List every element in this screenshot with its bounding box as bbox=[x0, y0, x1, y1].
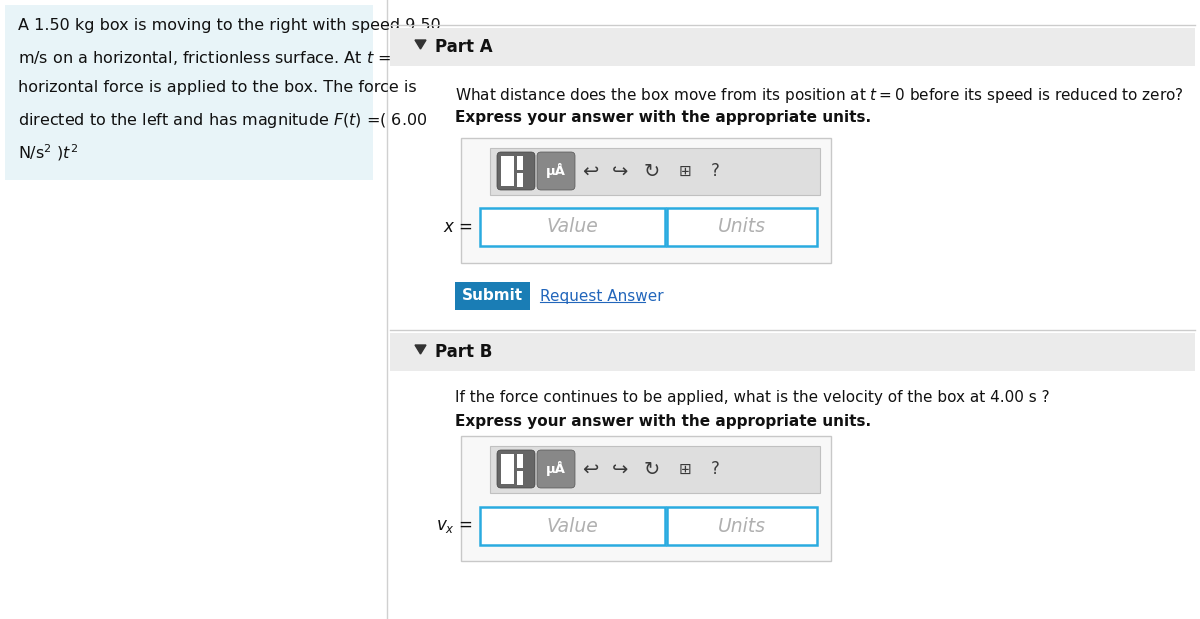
Text: Submit: Submit bbox=[462, 288, 522, 303]
Bar bbox=[390, 333, 1195, 371]
Text: ⊞: ⊞ bbox=[679, 462, 691, 477]
Text: N/s$^2$ )$t^2$: N/s$^2$ )$t^2$ bbox=[18, 142, 78, 163]
Bar bbox=[517, 454, 523, 468]
Bar bbox=[461, 436, 830, 561]
Bar bbox=[517, 173, 523, 187]
Text: If the force continues to be applied, what is the velocity of the box at 4.00 s : If the force continues to be applied, wh… bbox=[455, 390, 1050, 405]
Text: m/s on a horizontal, frictionless surface. At $t$ = 0 a: m/s on a horizontal, frictionless surfac… bbox=[18, 49, 421, 67]
Bar bbox=[517, 156, 523, 170]
Text: directed to the left and has magnitude $F$($t$) =( 6.00: directed to the left and has magnitude $… bbox=[18, 111, 427, 130]
Text: Request Answer: Request Answer bbox=[540, 288, 664, 303]
Bar bbox=[490, 446, 820, 493]
Text: ↩: ↩ bbox=[582, 162, 598, 181]
Text: Express your answer with the appropriate units.: Express your answer with the appropriate… bbox=[455, 414, 871, 429]
Text: horizontal force is applied to the box. The force is: horizontal force is applied to the box. … bbox=[18, 80, 416, 95]
Bar bbox=[667, 507, 817, 545]
Polygon shape bbox=[415, 40, 426, 49]
Polygon shape bbox=[415, 345, 426, 354]
Text: Part A: Part A bbox=[436, 38, 493, 56]
Text: Part B: Part B bbox=[436, 343, 492, 361]
Bar bbox=[455, 282, 530, 310]
Text: Express your answer with the appropriate units.: Express your answer with the appropriate… bbox=[455, 110, 871, 125]
Text: ↪: ↪ bbox=[612, 162, 628, 181]
FancyBboxPatch shape bbox=[538, 152, 575, 190]
Bar bbox=[390, 28, 1195, 66]
Text: $v_x$ =: $v_x$ = bbox=[437, 517, 473, 535]
Bar bbox=[502, 156, 514, 186]
Text: Value: Value bbox=[546, 217, 598, 236]
Text: ↻: ↻ bbox=[644, 459, 660, 478]
Bar bbox=[502, 454, 514, 484]
FancyBboxPatch shape bbox=[497, 152, 535, 190]
Bar bbox=[490, 148, 820, 195]
Bar bbox=[461, 138, 830, 263]
Text: A 1.50 kg box is moving to the right with speed 9.50: A 1.50 kg box is moving to the right wit… bbox=[18, 18, 440, 33]
FancyBboxPatch shape bbox=[497, 450, 535, 488]
Text: ↻: ↻ bbox=[644, 162, 660, 181]
Text: ?: ? bbox=[710, 460, 720, 478]
Text: $x$ =: $x$ = bbox=[443, 218, 473, 236]
Bar bbox=[667, 208, 817, 246]
Text: What distance does the box move from its position at $t = 0$ before its speed is: What distance does the box move from its… bbox=[455, 86, 1183, 105]
Text: Units: Units bbox=[718, 217, 766, 236]
Text: ⊞: ⊞ bbox=[679, 163, 691, 178]
Text: Units: Units bbox=[718, 516, 766, 535]
Bar bbox=[480, 507, 665, 545]
Text: ↪: ↪ bbox=[612, 459, 628, 478]
Bar bbox=[5, 5, 373, 180]
Bar bbox=[517, 471, 523, 485]
Text: ↩: ↩ bbox=[582, 459, 598, 478]
Text: μÅ: μÅ bbox=[546, 462, 566, 477]
Text: μÅ: μÅ bbox=[546, 163, 566, 178]
Text: ?: ? bbox=[710, 162, 720, 180]
Text: Value: Value bbox=[546, 516, 598, 535]
FancyBboxPatch shape bbox=[538, 450, 575, 488]
Bar bbox=[480, 208, 665, 246]
